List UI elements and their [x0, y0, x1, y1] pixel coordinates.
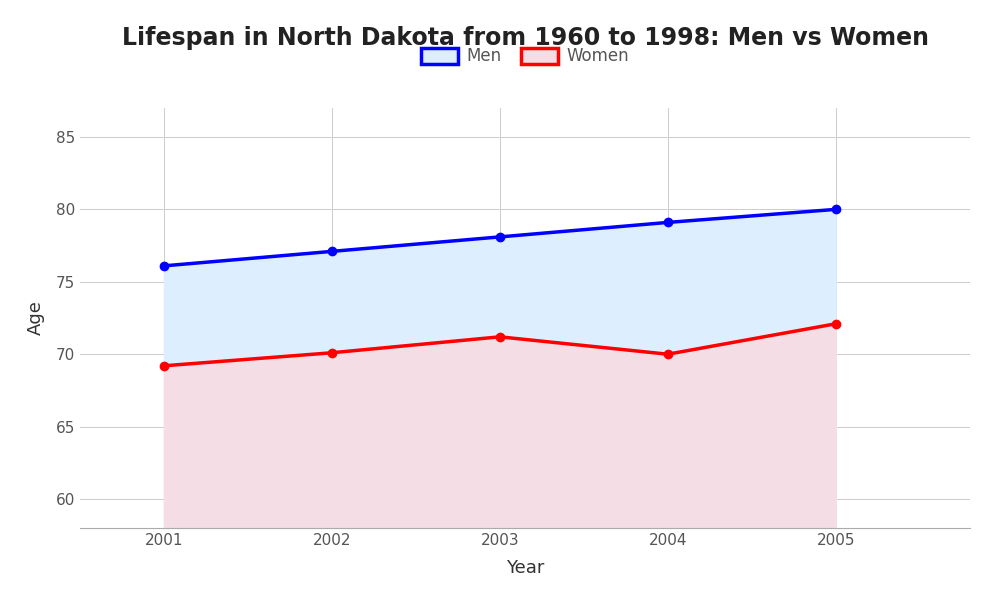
Y-axis label: Age: Age: [27, 301, 45, 335]
Title: Lifespan in North Dakota from 1960 to 1998: Men vs Women: Lifespan in North Dakota from 1960 to 19…: [122, 26, 928, 50]
X-axis label: Year: Year: [506, 559, 544, 577]
Legend: Men, Women: Men, Women: [414, 41, 636, 72]
